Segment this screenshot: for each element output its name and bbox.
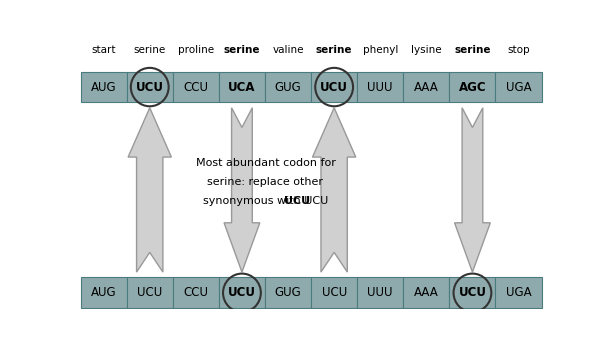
Bar bbox=[127, 72, 173, 102]
Bar bbox=[449, 72, 495, 102]
Text: synonymous with UCU: synonymous with UCU bbox=[203, 196, 328, 206]
Text: serine: serine bbox=[454, 45, 490, 55]
Bar bbox=[311, 278, 357, 308]
Text: valine: valine bbox=[273, 45, 304, 55]
Text: GUG: GUG bbox=[274, 286, 302, 299]
Text: AAA: AAA bbox=[414, 286, 439, 299]
Bar bbox=[127, 278, 173, 308]
Bar bbox=[495, 72, 541, 102]
Text: proline: proline bbox=[178, 45, 214, 55]
Text: UCU: UCU bbox=[136, 81, 164, 94]
Bar bbox=[311, 72, 357, 102]
Text: AGC: AGC bbox=[459, 81, 486, 94]
Text: CCU: CCU bbox=[183, 81, 208, 94]
Text: lysine: lysine bbox=[411, 45, 442, 55]
Text: serine: serine bbox=[134, 45, 166, 55]
Text: GUG: GUG bbox=[274, 81, 302, 94]
Text: UCU: UCU bbox=[322, 286, 347, 299]
Bar bbox=[265, 278, 311, 308]
Text: serine: serine bbox=[224, 45, 260, 55]
Text: UGA: UGA bbox=[506, 286, 531, 299]
Text: UUU: UUU bbox=[367, 286, 393, 299]
Text: UGA: UGA bbox=[506, 81, 531, 94]
Bar bbox=[403, 72, 449, 102]
Text: Most abundant codon for: Most abundant codon for bbox=[195, 158, 336, 168]
Polygon shape bbox=[313, 108, 356, 272]
Bar bbox=[81, 72, 127, 102]
Text: UCU: UCU bbox=[320, 81, 348, 94]
Text: AAA: AAA bbox=[414, 81, 439, 94]
Text: UCU: UCU bbox=[228, 286, 256, 299]
Bar bbox=[219, 72, 265, 102]
Bar bbox=[173, 72, 219, 102]
Text: UUU: UUU bbox=[367, 81, 393, 94]
Polygon shape bbox=[224, 108, 260, 272]
Text: UCU: UCU bbox=[458, 286, 486, 299]
Bar bbox=[173, 278, 219, 308]
Bar bbox=[357, 72, 403, 102]
Polygon shape bbox=[128, 108, 171, 272]
Bar bbox=[265, 72, 311, 102]
Bar bbox=[449, 278, 495, 308]
Text: UCU: UCU bbox=[285, 196, 310, 206]
Text: phenyl: phenyl bbox=[362, 45, 398, 55]
Text: start: start bbox=[92, 45, 116, 55]
Text: UCU: UCU bbox=[285, 196, 311, 206]
Text: AUG: AUG bbox=[91, 81, 117, 94]
Text: stop: stop bbox=[507, 45, 530, 55]
Text: AUG: AUG bbox=[91, 286, 117, 299]
Text: CCU: CCU bbox=[183, 286, 208, 299]
Bar bbox=[403, 278, 449, 308]
Bar bbox=[495, 278, 541, 308]
Text: serine: replace other: serine: replace other bbox=[208, 177, 324, 187]
Text: UCA: UCA bbox=[228, 81, 256, 94]
Polygon shape bbox=[455, 108, 490, 272]
Text: serine: serine bbox=[316, 45, 353, 55]
Bar bbox=[219, 278, 265, 308]
Text: UCU: UCU bbox=[137, 286, 162, 299]
Bar bbox=[357, 278, 403, 308]
Bar bbox=[81, 278, 127, 308]
